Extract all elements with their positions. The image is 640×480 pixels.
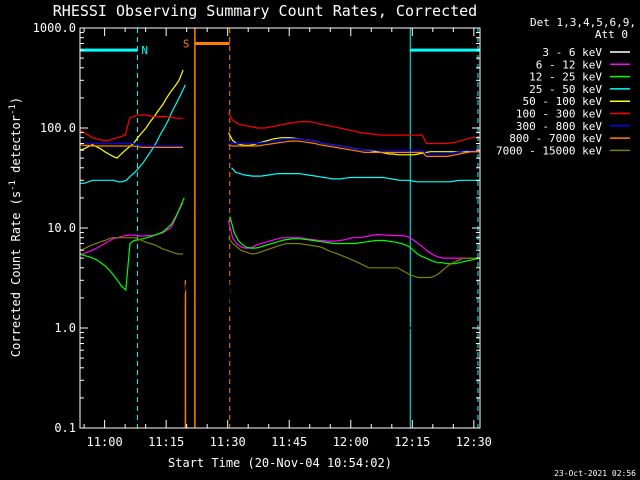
y-tick-label: 0.1 bbox=[54, 421, 76, 435]
y-axis-label: Corrected Count Rate (s-1 detector-1) bbox=[8, 97, 23, 357]
legend-label-3: 25 - 50 keV bbox=[529, 83, 602, 96]
data-series bbox=[79, 69, 481, 329]
series-line-7 bbox=[79, 140, 480, 157]
x-tick-label: 11:15 bbox=[148, 435, 184, 449]
legend-label-1: 6 - 12 keV bbox=[536, 58, 603, 71]
axes: 0.1 1.0 10.0 100.0 1000.0 11:00 11:15 11:30 11:4… bbox=[33, 21, 492, 449]
x-tick-label: 12:15 bbox=[394, 435, 430, 449]
legend-label-2: 12 - 25 keV bbox=[529, 71, 602, 84]
legend-label-7: 800 - 7000 keV bbox=[509, 132, 602, 145]
x-tick-label: 12:30 bbox=[456, 435, 492, 449]
legend-label-6: 300 - 800 keV bbox=[516, 120, 602, 133]
series-line-6 bbox=[80, 138, 480, 155]
legend-header-line-2: Att 0 bbox=[595, 28, 628, 41]
series-line-3 bbox=[80, 84, 480, 184]
legend-label-0: 3 - 6 keV bbox=[542, 46, 602, 59]
series-line-1 bbox=[80, 202, 480, 259]
y-tick-label: 10.0 bbox=[47, 221, 76, 235]
x-tick-label: 11:00 bbox=[87, 435, 123, 449]
x-tick-label: 11:45 bbox=[271, 435, 307, 449]
legend-label-8: 7000 - 15000 keV bbox=[496, 144, 602, 157]
chart-title: RHESSI Observing Summary Count Rates, Co… bbox=[53, 2, 477, 20]
y-tick-label: 100.0 bbox=[40, 121, 76, 135]
series-line-8 bbox=[79, 237, 480, 279]
series-line-0 bbox=[80, 280, 480, 329]
footer-date: 23-Oct-2021 02:56 bbox=[554, 469, 636, 478]
y-tick-label: 1.0 bbox=[54, 321, 76, 335]
x-tick-label: 11:30 bbox=[210, 435, 246, 449]
series-line-2 bbox=[79, 197, 481, 292]
legend-header-line-1: Det 1,3,4,5,6,9, bbox=[530, 16, 636, 29]
y-tick-label: 1000.0 bbox=[33, 21, 76, 35]
night-label: N bbox=[141, 44, 148, 57]
x-tick-label: 12:00 bbox=[333, 435, 369, 449]
legend-label-4: 50 - 100 keV bbox=[523, 95, 603, 108]
series-line-5 bbox=[79, 113, 480, 145]
x-axis-label: Start Time (20-Nov-04 10:54:02) bbox=[168, 456, 392, 470]
saa-label: S bbox=[183, 37, 190, 50]
legend-label-5: 100 - 300 keV bbox=[516, 108, 602, 121]
